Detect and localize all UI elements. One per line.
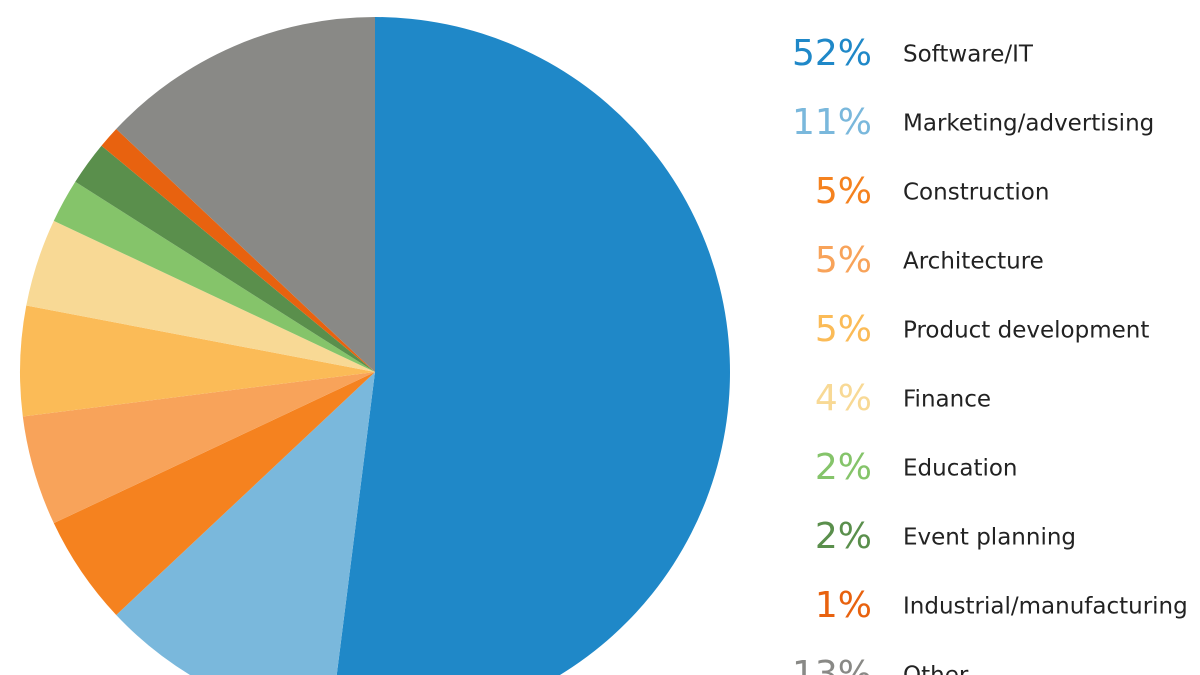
legend-value: 5% — [815, 171, 872, 212]
legend-value: 4% — [815, 378, 872, 419]
legend-value: 13% — [792, 654, 872, 675]
legend-label: Software/IT — [903, 42, 1034, 68]
legend-value: 1% — [815, 585, 872, 626]
pie-slice — [116, 372, 375, 675]
legend-label: Other — [903, 663, 969, 675]
pie-slice — [20, 305, 376, 417]
legend-value: 52% — [792, 33, 872, 74]
legend-label: Construction — [903, 180, 1049, 206]
legend-label: Finance — [903, 387, 991, 413]
legend-label: Education — [903, 456, 1018, 482]
legend-value: 5% — [815, 309, 872, 350]
legend-value: 5% — [815, 240, 872, 281]
pie-slice — [336, 17, 730, 675]
legend-label: Event planning — [903, 525, 1076, 551]
pie-slice — [53, 372, 375, 616]
legend-label: Marketing/advertising — [903, 111, 1154, 137]
legend-label: Architecture — [903, 249, 1044, 275]
pie-slice — [101, 128, 375, 372]
legend-label: Product development — [903, 318, 1149, 344]
pie-slice — [26, 220, 376, 372]
pie-slice — [22, 372, 375, 524]
pie-slice — [53, 181, 375, 372]
pie-slice — [75, 145, 376, 372]
legend-value: 2% — [815, 516, 872, 557]
legend-value: 11% — [792, 102, 872, 143]
legend-value: 2% — [815, 447, 872, 488]
pie-slice — [116, 17, 376, 372]
legend-label: Industrial/manufacturing — [903, 594, 1188, 620]
